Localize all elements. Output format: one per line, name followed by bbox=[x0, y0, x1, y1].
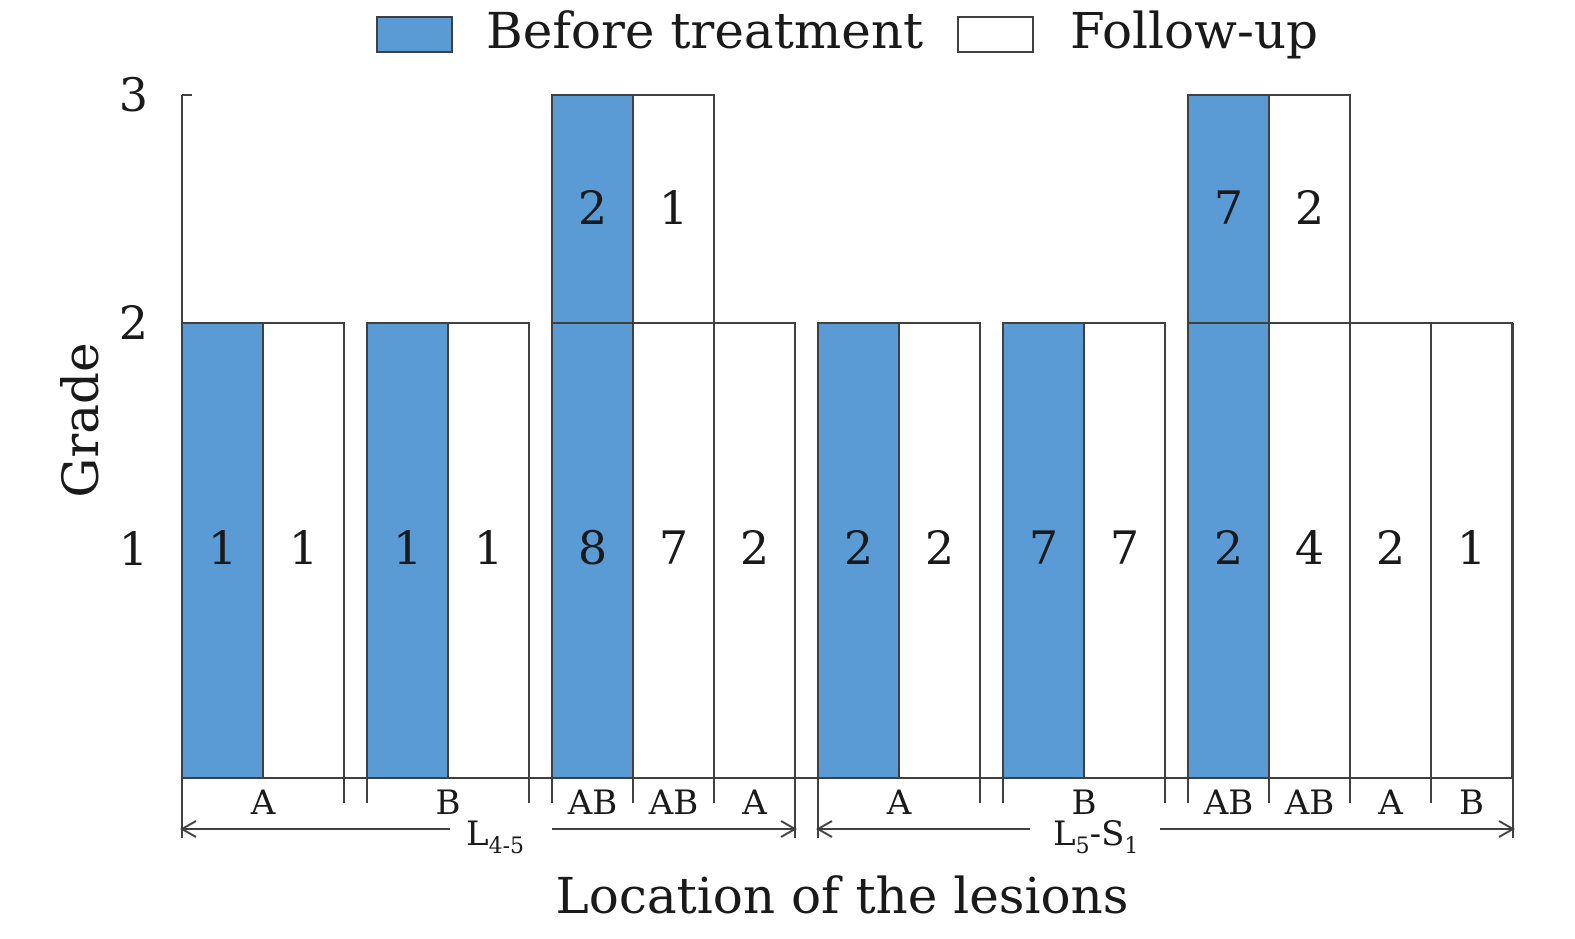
category-label-a: A bbox=[250, 783, 276, 823]
bar-before-a bbox=[181, 322, 264, 779]
bar-followup-b bbox=[1430, 322, 1513, 779]
bar-count-label: 7 bbox=[1110, 521, 1139, 575]
bar-count-label: 1 bbox=[208, 521, 237, 575]
bar-before-a bbox=[817, 322, 900, 779]
legend-label-before-treatment: Before treatment bbox=[486, 2, 923, 60]
legend-swatch-before-treatment bbox=[376, 16, 453, 53]
bar-followup-b bbox=[1083, 322, 1166, 779]
category-label-ab: AB bbox=[567, 783, 618, 823]
category-labels: A B AB AB A A B AB AB A B bbox=[181, 778, 1514, 823]
bar-before-b bbox=[1002, 322, 1085, 779]
bar-count-label: 1 bbox=[474, 521, 503, 575]
group-brackets: L4-5 L5-S1 bbox=[179, 803, 1516, 859]
bar-count-label: 2 bbox=[578, 181, 607, 235]
bar-count-label: 1 bbox=[659, 181, 688, 235]
bar-before-ab bbox=[551, 94, 634, 779]
bars bbox=[181, 94, 1513, 779]
legend-swatch-follow-up bbox=[957, 16, 1034, 53]
bar-followup-a bbox=[713, 322, 796, 779]
bar-followup-a bbox=[1349, 322, 1432, 779]
bar-count-label: 7 bbox=[1214, 181, 1243, 235]
bar-count-label: 7 bbox=[1029, 521, 1058, 575]
category-label-ab: AB bbox=[1203, 783, 1254, 823]
group-label-l45: L4-5 bbox=[466, 814, 524, 859]
category-label-a: A bbox=[741, 783, 767, 823]
bar-count-label: 1 bbox=[289, 521, 318, 575]
bar-count-label: 8 bbox=[578, 521, 607, 575]
y-tick-label: 2 bbox=[119, 296, 148, 350]
bar-count-label: 4 bbox=[1295, 521, 1324, 575]
bar-count-label: 2 bbox=[1214, 521, 1243, 575]
y-tick-label: 1 bbox=[119, 522, 148, 576]
legend: Before treatment Follow-up bbox=[376, 2, 1318, 60]
bar-before-b bbox=[366, 322, 449, 779]
bar-followup-a bbox=[898, 322, 981, 779]
bar-followup-ab bbox=[1268, 94, 1351, 779]
bar-count-label: 2 bbox=[925, 521, 954, 575]
x-axis-label: Location of the lesions bbox=[556, 867, 1129, 925]
bar-count-label: 1 bbox=[393, 521, 422, 575]
category-label-b: B bbox=[1459, 783, 1484, 823]
category-label-a: A bbox=[1377, 783, 1403, 823]
category-label-ab: AB bbox=[648, 783, 699, 823]
bar-count-label: 2 bbox=[844, 521, 873, 575]
category-label-b: B bbox=[436, 783, 461, 823]
bar-followup-b bbox=[447, 322, 530, 779]
bar-count-label: 2 bbox=[1376, 521, 1405, 575]
bar-count-label: 1 bbox=[1457, 521, 1486, 575]
legend-label-follow-up: Follow-up bbox=[1070, 2, 1318, 60]
bar-followup-ab bbox=[632, 94, 715, 779]
category-label-ab: AB bbox=[1284, 783, 1335, 823]
category-label-b: B bbox=[1072, 783, 1097, 823]
category-label-a: A bbox=[886, 783, 912, 823]
y-axis-label: Grade bbox=[52, 342, 110, 497]
bar-count-label: 2 bbox=[740, 521, 769, 575]
bar-count-label: 7 bbox=[659, 521, 688, 575]
group-label-l5s1: L5-S1 bbox=[1053, 814, 1138, 859]
bar-count-label: 2 bbox=[1295, 181, 1324, 235]
y-tick-label: 3 bbox=[119, 68, 148, 122]
bar-followup-a bbox=[262, 322, 345, 779]
